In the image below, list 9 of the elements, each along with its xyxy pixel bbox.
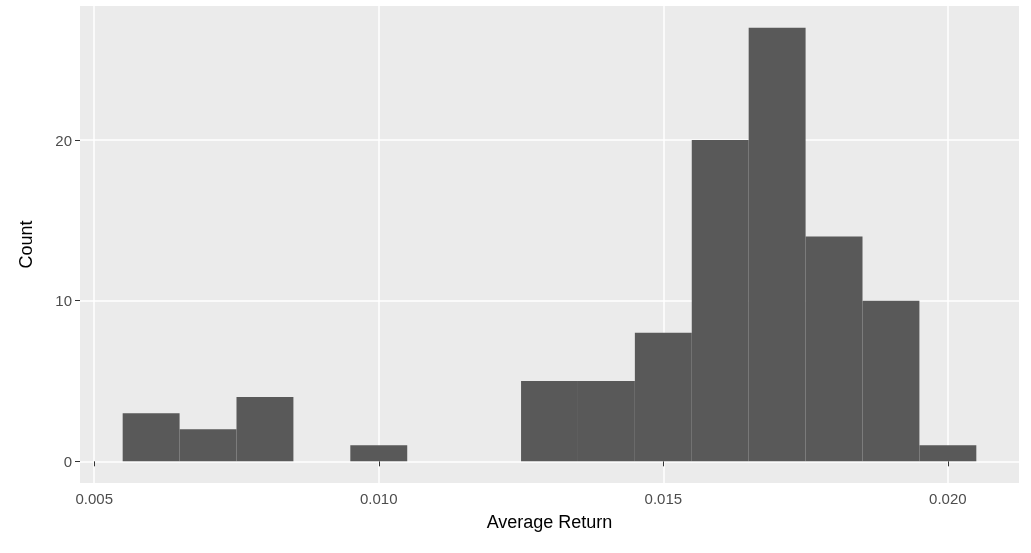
x-tick-label: 0.005 — [75, 490, 113, 507]
y-axis-title: Count — [16, 220, 36, 269]
x-tick-label: 0.020 — [929, 490, 967, 507]
x-axis-title: Average Return — [486, 512, 613, 532]
y-tick-label: 20 — [55, 131, 72, 149]
x-tick-label: 0.015 — [644, 490, 683, 507]
y-tick-label: 10 — [55, 292, 72, 310]
y-tick-label: 0 — [63, 452, 72, 470]
x-tick-label: 0.010 — [360, 490, 398, 507]
